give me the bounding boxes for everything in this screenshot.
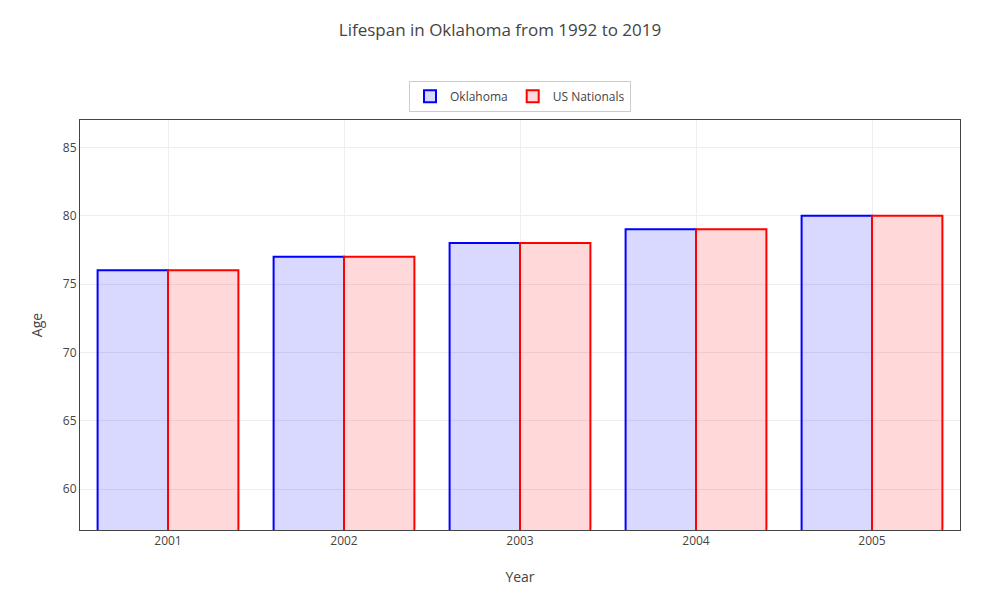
svg-text:65: 65 bbox=[63, 412, 77, 429]
svg-text:80: 80 bbox=[63, 207, 77, 224]
svg-text:2005: 2005 bbox=[858, 532, 886, 549]
svg-text:2004: 2004 bbox=[682, 532, 710, 549]
svg-text:2002: 2002 bbox=[330, 532, 358, 549]
svg-text:US Nationals: US Nationals bbox=[553, 88, 625, 105]
svg-text:Lifespan in Oklahoma from 1992: Lifespan in Oklahoma from 1992 to 2019 bbox=[339, 18, 661, 41]
svg-text:85: 85 bbox=[63, 139, 77, 156]
svg-text:60: 60 bbox=[63, 480, 77, 497]
svg-text:2001: 2001 bbox=[154, 532, 181, 549]
svg-text:Oklahoma: Oklahoma bbox=[450, 88, 508, 105]
svg-text:Age: Age bbox=[27, 313, 46, 337]
svg-text:2003: 2003 bbox=[506, 532, 534, 549]
svg-text:75: 75 bbox=[63, 275, 77, 292]
svg-text:70: 70 bbox=[63, 344, 77, 361]
svg-text:Year: Year bbox=[505, 567, 534, 586]
